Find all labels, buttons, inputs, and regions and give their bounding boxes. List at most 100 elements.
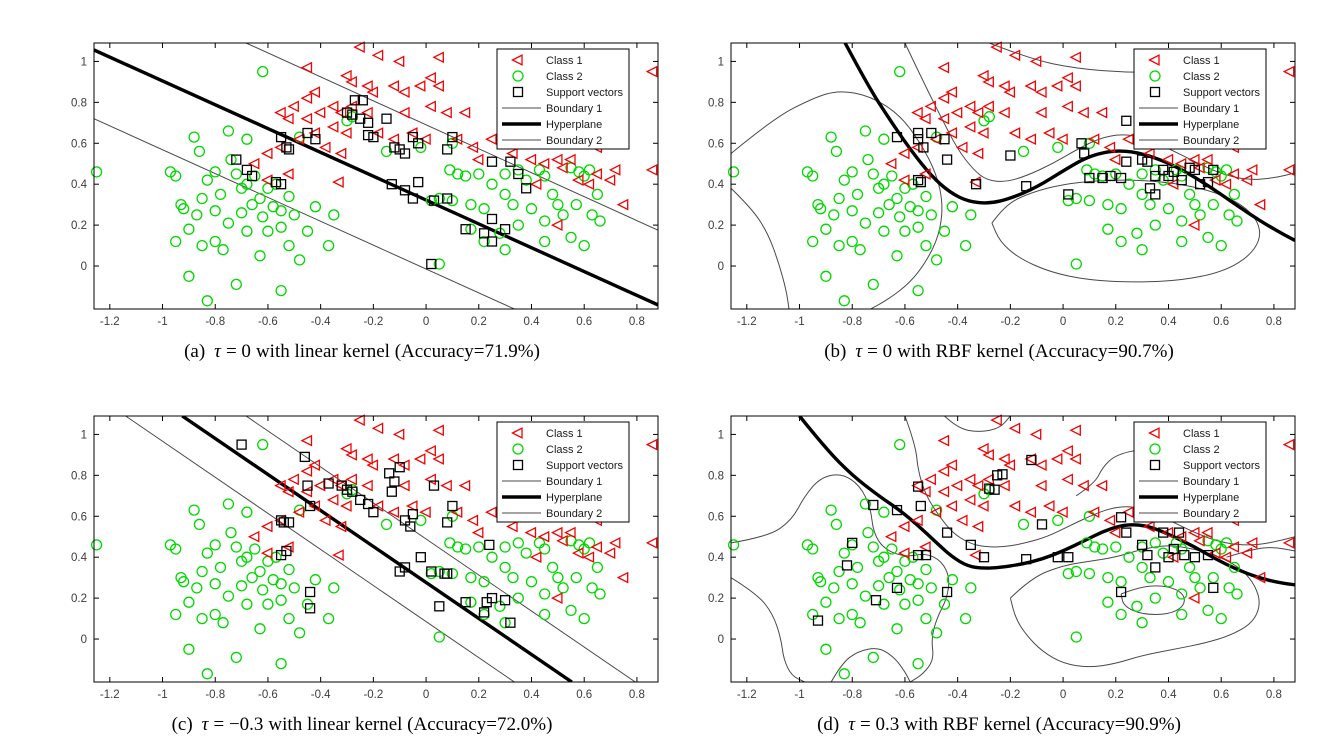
y-tick-label: 0.6 [71,138,87,150]
x-tick-label: 0.8 [1266,316,1282,328]
panel-a-plot: -1.2 -1 -0.8 -0.6 -0.4 -0.2 0 0.2 0.4 0.6 0.8 0 0.2 0… [58,37,666,339]
caption-text: with linear kernel (Accuracy=71.9%) [255,341,540,362]
caption-tau-symbol: τ [214,341,221,362]
y-tick-label: 0.4 [708,552,725,564]
panel-c-caption: (c) τ = −0.3 with linear kernel (Accuracy=7… [58,714,666,736]
legend-class1-icon [511,54,523,66]
panel-b-plot: -1.2 -1 -0.8 -0.6 -0.4 -0.2 0 0.2 0.4 0.6 0.8 0 0.2 0… [695,37,1303,339]
x-tick-label: -1 [794,689,804,701]
legend-label: Boundary 2 [1183,135,1239,147]
legend-label: Boundary 2 [546,135,602,147]
legend-label: Class 2 [1183,71,1220,83]
y-tick-label: 0.8 [71,470,87,482]
x-tick-label: -0.2 [1000,316,1020,328]
x-tick-label: -1 [794,316,804,328]
caption-index: (a) [184,341,206,362]
x-tick-label: 0.2 [471,689,487,701]
x-tick-label: 0.4 [523,689,540,701]
y-tick-label: 1 [81,429,87,441]
x-tick-label: -1 [157,316,167,328]
axes: -1.2 -1 -0.8 -0.6 -0.4 -0.2 0 0.2 0.4 0.6 0.8 0 0.2 0… [708,42,1296,328]
legend-label: Hyperplane [1183,492,1239,504]
legend-class2-icon [512,443,524,455]
legend-label: Support vectors [546,87,624,99]
axes: -1.2 -1 -0.8 -0.6 -0.4 -0.2 0 0.2 0.4 0.6 0.8 0 0.2 0… [71,42,659,328]
y-tick-label: 0.8 [708,470,724,482]
caption-tau-value: = 0 [867,341,893,362]
panel-b-caption: (b) τ = 0 with RBF kernel (Accuracy=90.7%) [695,341,1303,363]
y-tick-label: 0.2 [708,593,724,605]
y-tick-label: 0.2 [708,220,724,232]
legend-label: Support vectors [1183,87,1261,99]
class2-points [90,438,606,680]
x-tick-label: 0.6 [576,689,592,701]
y-tick-label: 0.4 [71,552,88,564]
support-vector-points [891,115,1219,200]
y-tick-label: 0.4 [71,179,88,191]
caption-tau-symbol: τ [201,714,209,735]
legend: Class 1 Class 2 Support vectors Boundary 1 H… [496,421,630,523]
legend-label: Class 1 [546,428,583,440]
x-tick-label: 0.8 [629,689,645,701]
x-tick-label: -0.4 [948,689,968,701]
y-tick-label: 0.2 [71,220,87,232]
x-tick-label: 0.6 [576,316,592,328]
x-tick-label: 0.2 [1108,689,1124,701]
x-tick-label: -0.8 [205,316,225,328]
panel-d-caption: (d) τ = 0.3 with RBF kernel (Accuracy=90.9%… [695,714,1303,736]
legend-label: Support vectors [546,460,624,472]
x-tick-label: -0.6 [895,316,915,328]
legend-support-vector-icon [512,459,524,471]
caption-index: (b) [824,341,847,362]
caption-index: (d) [817,714,840,735]
legend-support-vector-icon [512,86,524,98]
legend-class1-icon [511,427,523,439]
x-tick-label: 0.4 [1160,689,1177,701]
legend-label: Boundary 1 [546,476,602,488]
x-tick-label: -1.2 [737,316,757,328]
legend-label: Class 2 [546,444,583,456]
support-vector-points [812,454,1219,626]
caption-text: with linear kernel (Accuracy=72.0%) [268,714,553,735]
x-tick-label: 0.2 [1108,316,1124,328]
legend-support-vector-icon [1149,459,1161,471]
y-tick-label: 0.2 [71,593,87,605]
panel-d-plot: -1.2 -1 -0.8 -0.6 -0.4 -0.2 0 0.2 0.4 0.6 0.8 0 0.2 0… [695,410,1303,712]
x-tick-label: -0.6 [258,316,278,328]
legend-label: Class 1 [1183,55,1220,67]
x-tick-label: -1.2 [100,689,120,701]
x-tick-label: -0.4 [311,316,331,328]
y-tick-label: 0 [718,634,724,646]
legend-label: Support vectors [1183,460,1261,472]
caption-tau-symbol: τ [848,714,856,735]
legend-label: Class 1 [546,55,583,67]
x-tick-label: 0 [423,689,429,701]
x-tick-label: -1.2 [737,689,757,701]
x-tick-label: -0.2 [363,689,383,701]
caption-text: with RBF kernel (Accuracy=90.9%) [904,714,1181,735]
y-tick-label: 0 [81,634,87,646]
x-tick-label: 0 [1060,689,1066,701]
x-tick-label: 0.2 [471,316,487,328]
x-tick-label: -0.8 [842,316,862,328]
y-tick-label: 1 [718,429,724,441]
x-tick-label: -0.6 [895,689,915,701]
y-tick-label: 0.4 [708,179,725,191]
x-tick-label: -1.2 [100,316,120,328]
y-tick-label: 0.8 [708,97,724,109]
legend: Class 1 Class 2 Support vectors Boundary 1 H… [496,48,630,150]
panel-a-caption: (a) τ = 0 with linear kernel (Accuracy=71.9… [58,341,666,363]
panel-a: -1.2 -1 -0.8 -0.6 -0.4 -0.2 0 0.2 0.4 0.6 0.8 0 0.2 0… [58,37,666,363]
support-vector-points [231,95,532,270]
legend-support-vector-icon [1149,86,1161,98]
caption-tau-value: = −0.3 [213,714,264,735]
y-tick-label: 0.6 [71,511,87,523]
x-tick-label: -0.2 [363,316,383,328]
legend-label: Hyperplane [546,119,602,131]
legend: Class 1 Class 2 Support vectors Boundary 1 H… [1133,421,1267,523]
x-tick-label: 0 [1060,316,1066,328]
x-tick-label: 0.4 [523,316,540,328]
y-tick-label: 0.6 [708,138,724,150]
caption-tau-symbol: τ [855,341,863,362]
x-tick-label: 0.4 [1160,316,1177,328]
